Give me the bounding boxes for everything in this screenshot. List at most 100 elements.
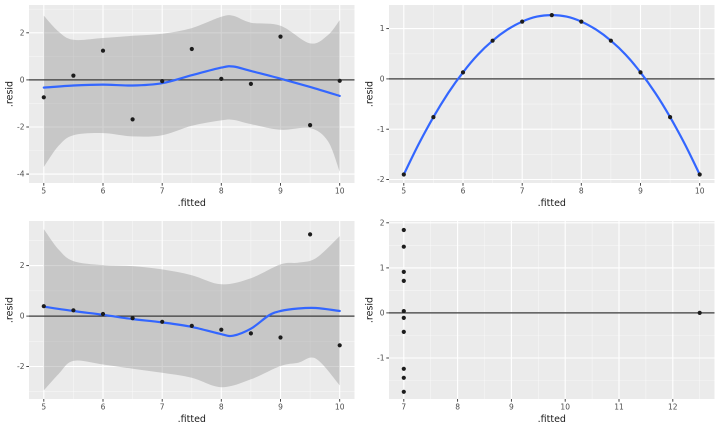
y-axis-title: .resid	[365, 297, 376, 323]
data-point	[668, 115, 673, 120]
data-point	[219, 76, 224, 81]
y-tick-label: 0	[380, 75, 385, 84]
data-point	[337, 343, 342, 348]
data-point	[401, 389, 406, 394]
x-tick-label: 6	[101, 403, 106, 412]
x-tick-label: 8	[219, 187, 224, 196]
x-axis-title: .fitted	[538, 414, 566, 425]
data-point	[219, 327, 224, 332]
y-axis-title: .resid	[5, 81, 16, 107]
panel-background	[389, 221, 715, 399]
data-point	[160, 79, 165, 84]
x-tick-label: 9	[509, 403, 514, 412]
data-point	[490, 38, 495, 43]
data-point	[549, 13, 554, 18]
y-tick-label: 0	[20, 312, 25, 321]
x-tick-label: 12	[668, 403, 678, 412]
residuals-vs-fitted-chart-2: 5 6 7 8 9 10 -2 -1 0 1 .fitted .resid	[365, 5, 715, 209]
data-point	[401, 375, 406, 380]
data-point	[520, 19, 525, 24]
x-tick-label: 7	[160, 403, 165, 412]
x-tick-label: 10	[560, 403, 570, 412]
y-tick-label: -2	[17, 362, 25, 371]
data-point	[401, 366, 406, 371]
y-tick-label: 0	[20, 76, 25, 85]
x-tick-label: 9	[278, 403, 283, 412]
data-point	[401, 172, 406, 177]
data-point	[460, 70, 466, 75]
x-tick-label: 5	[41, 187, 46, 196]
data-point	[160, 319, 165, 324]
y-tick-label: 1	[380, 24, 385, 33]
x-tick-label: 6	[461, 187, 466, 196]
data-point	[248, 331, 253, 336]
data-point	[308, 123, 313, 128]
plot-top-right: 5 6 7 8 9 10 -2 -1 0 1 .fitted .resid	[360, 0, 720, 216]
data-point	[401, 309, 406, 314]
data-point	[248, 81, 253, 86]
y-tick-label: 2	[20, 28, 25, 37]
x-tick-label: 10	[695, 187, 705, 196]
residuals-vs-fitted-chart-1: 5 6 7 8 9 10 -4 -2 0 2 .fitted .resid	[5, 5, 355, 209]
data-point	[278, 335, 283, 340]
x-tick-label: 5	[41, 403, 46, 412]
data-point	[401, 315, 406, 320]
data-point	[638, 70, 643, 75]
data-point	[130, 117, 135, 122]
data-point	[337, 78, 342, 83]
smooth-line	[42, 305, 341, 338]
data-point	[431, 115, 436, 120]
y-tick-label: 0	[380, 309, 385, 318]
x-tick-label: 11	[614, 403, 624, 412]
data-point	[100, 48, 106, 53]
data-point	[308, 232, 313, 237]
confidence-ribbon	[43, 15, 340, 172]
data-point	[130, 316, 135, 321]
x-tick-label: 6	[101, 187, 106, 196]
data-point	[71, 308, 76, 313]
smooth-line	[42, 65, 341, 97]
data-point	[608, 38, 613, 43]
x-tick-label: 8	[579, 187, 584, 196]
data-point	[697, 172, 702, 177]
residuals-vs-fitted-chart-3: 5 6 7 8 9 10 -2 0 2 .fitted .resid	[5, 221, 355, 425]
plot-bottom-right: 7 8 9 10 11 12 -1 0 1 2 .fitted .resid	[360, 216, 720, 432]
x-tick-label: 9	[278, 187, 283, 196]
data-point	[278, 34, 283, 39]
y-tick-label: 2	[380, 218, 385, 227]
y-tick-label: -4	[17, 170, 25, 179]
x-axis-title: .fitted	[178, 198, 206, 209]
y-tick-label: 1	[380, 264, 385, 273]
plot-bottom-left: 5 6 7 8 9 10 -2 0 2 .fitted .resid	[0, 216, 360, 432]
x-axis-title: .fitted	[538, 198, 566, 209]
x-tick-label: 7	[160, 187, 165, 196]
data-point	[401, 269, 406, 274]
data-point	[579, 19, 584, 24]
data-point	[401, 278, 406, 283]
data-point	[41, 304, 46, 309]
data-point	[401, 244, 406, 249]
x-tick-label: 7	[520, 187, 525, 196]
y-axis-title: .resid	[5, 297, 16, 323]
x-tick-label: 5	[401, 187, 406, 196]
x-tick-label: 10	[335, 187, 345, 196]
x-tick-label: 8	[455, 403, 460, 412]
data-point	[401, 329, 406, 334]
data-point	[100, 311, 106, 317]
plot-top-left: 5 6 7 8 9 10 -4 -2 0 2 .fitted .resid	[0, 0, 360, 216]
y-tick-label: -1	[377, 125, 385, 134]
data-point	[41, 95, 46, 100]
y-tick-label: -1	[377, 354, 385, 363]
data-point	[189, 323, 194, 328]
data-point	[71, 73, 76, 78]
data-point	[189, 46, 194, 52]
y-tick-label: -2	[377, 175, 385, 184]
x-tick-label: 9	[638, 187, 643, 196]
x-tick-label: 8	[219, 403, 224, 412]
x-tick-label: 10	[335, 403, 345, 412]
x-tick-label: 7	[401, 403, 406, 412]
y-tick-label: 2	[20, 261, 25, 270]
y-axis-title: .resid	[365, 81, 376, 107]
